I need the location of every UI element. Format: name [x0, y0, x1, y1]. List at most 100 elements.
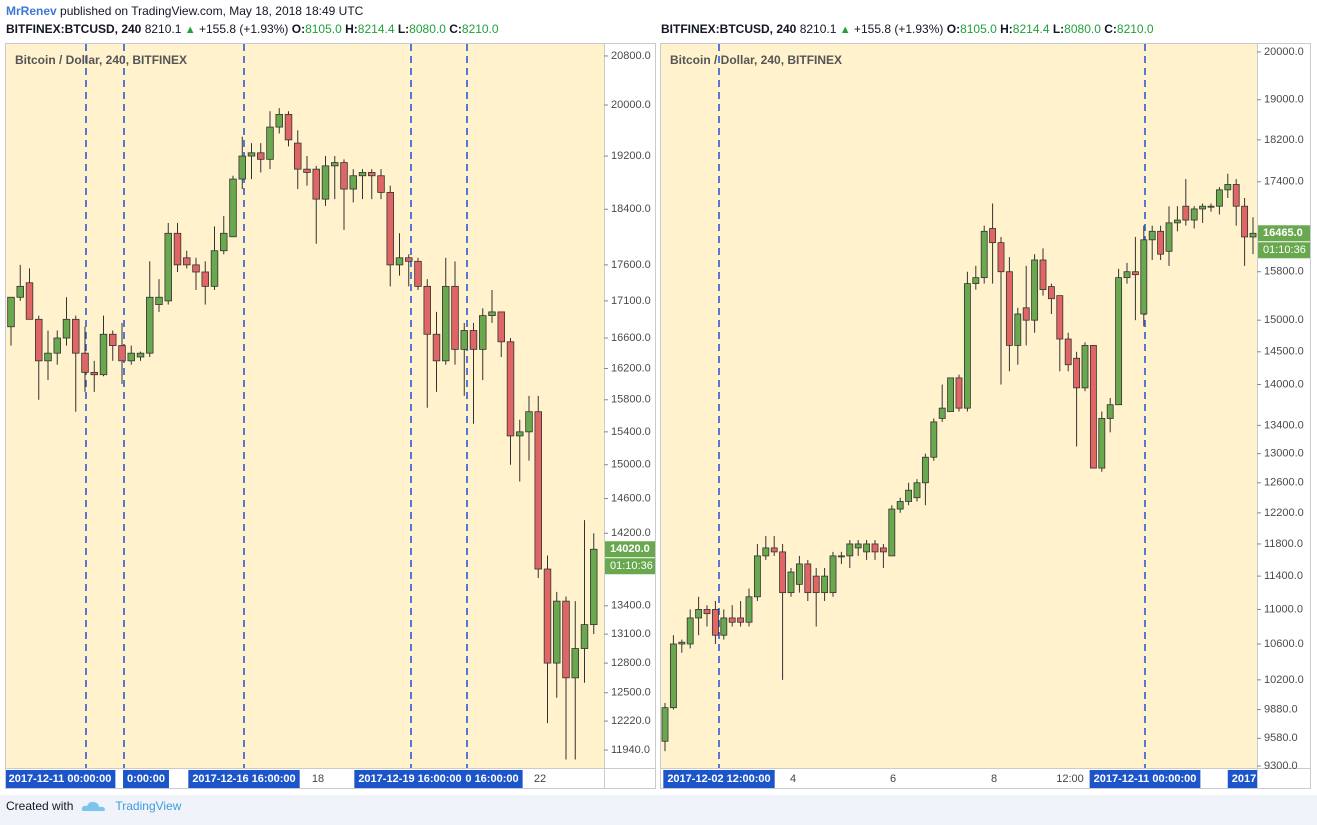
- x-label-highlight: [1227, 770, 1257, 788]
- author[interactable]: MrRenev: [6, 4, 57, 18]
- candle-body: [238, 155, 246, 180]
- candle-body: [127, 352, 135, 362]
- candle-body: [963, 283, 971, 409]
- candle-body: [90, 371, 98, 376]
- candle-body: [553, 600, 561, 664]
- candle-body: [947, 377, 955, 412]
- candle-body: [358, 172, 367, 177]
- change: +155.8 (+1.93%): [198, 22, 289, 36]
- candle-body: [1073, 357, 1081, 389]
- candle-body: [257, 152, 265, 160]
- candle-body: [1232, 184, 1240, 207]
- candle-body: [118, 345, 126, 362]
- y-tick-label: 20000.0: [1264, 46, 1304, 58]
- up-arrow: ▲: [839, 24, 851, 36]
- last-value: 8210.1: [799, 22, 837, 36]
- change: +155.8 (+1.93%): [853, 22, 944, 36]
- candle-body: [1098, 418, 1106, 469]
- x-tick-label: 18: [312, 773, 324, 785]
- candle-body: [938, 407, 946, 419]
- candle-body: [678, 641, 686, 645]
- x-label-highlight: [663, 770, 775, 788]
- symbol-header: BITFINEX:BTCUSD, 240 8210.1 ▲ +155.8 (+1…: [6, 22, 499, 36]
- candle-body: [854, 543, 862, 549]
- candle-body: [1148, 230, 1156, 241]
- candle-body: [913, 482, 921, 499]
- y-tick-label: 14600.0: [611, 492, 651, 504]
- y-tick-label: 10600.0: [1264, 638, 1304, 650]
- chart-title: Bitcoin / Dollar, 240, BITFINEX: [670, 53, 842, 67]
- candle-body: [414, 260, 422, 287]
- candle-body: [469, 330, 478, 350]
- candle-body: [155, 296, 163, 305]
- candle-body: [442, 285, 450, 362]
- candle-body: [896, 501, 904, 510]
- candle-body: [395, 257, 404, 266]
- countdown: 01:10:36: [1263, 244, 1306, 256]
- candle-body: [829, 555, 837, 594]
- y-tick-label: 9300.0: [1264, 760, 1298, 772]
- symbol: BITFINEX:BTCUSD, 240: [661, 22, 797, 36]
- candle-body: [1039, 259, 1047, 291]
- x-tick-label: 2017-12-19 16:00:00: [358, 773, 461, 785]
- candle-body: [1199, 205, 1207, 210]
- footer: Created with TradingView: [6, 799, 181, 813]
- y-tick-label: 10200.0: [1264, 674, 1304, 686]
- candle-body: [590, 548, 598, 626]
- last-price-box: [1258, 225, 1310, 242]
- candle-body: [661, 707, 669, 742]
- candle-body: [571, 648, 579, 679]
- candle-body: [543, 568, 552, 664]
- ohlc-key: H:: [1000, 22, 1013, 36]
- candle-body: [1056, 295, 1064, 340]
- candle-body: [303, 168, 311, 173]
- x-tick-label: 8: [991, 773, 997, 785]
- y-tick-label: 19200.0: [611, 150, 651, 162]
- brand[interactable]: TradingView: [115, 799, 182, 813]
- candle-body: [340, 162, 348, 190]
- candle-body: [812, 575, 820, 594]
- candle-body: [312, 168, 320, 200]
- candle-body: [863, 543, 871, 553]
- candle-body: [53, 337, 61, 354]
- x-tick-label: 0 16:00:00: [465, 773, 518, 785]
- candle-body: [386, 192, 394, 266]
- candle-body: [35, 318, 43, 362]
- x-label-highlight: [188, 770, 300, 788]
- candle-body: [1140, 239, 1148, 315]
- candle-body: [997, 242, 1005, 273]
- x-tick-label: 12:00: [1056, 773, 1084, 785]
- candle-body: [1173, 219, 1181, 224]
- plot: [7, 44, 598, 768]
- y-tick-label: 17600.0: [611, 259, 651, 271]
- candle-body: [905, 489, 913, 502]
- candle-body: [62, 318, 71, 339]
- candle-body: [1106, 404, 1114, 419]
- candle-body: [695, 609, 703, 619]
- candle-body: [1005, 271, 1013, 346]
- candle-body: [930, 421, 938, 458]
- x-tick-label: 2017-12-02 12:00:00: [667, 773, 770, 785]
- candle-body: [451, 285, 459, 350]
- candle-body: [1190, 208, 1198, 221]
- y-tick-label: 13400.0: [1264, 419, 1304, 431]
- countdown-box: [1258, 242, 1310, 259]
- symbol-header: BITFINEX:BTCUSD, 240 8210.1 ▲ +155.8 (+1…: [661, 22, 1154, 36]
- candle-body: [349, 175, 357, 190]
- candle-body: [1207, 205, 1215, 208]
- x-label-highlight: [461, 770, 523, 788]
- ohlc-key: L:: [397, 22, 410, 36]
- candle-body: [220, 232, 228, 252]
- y-tick-label: 11400.0: [1264, 570, 1303, 582]
- candle-body: [423, 285, 431, 335]
- candle-body: [804, 563, 812, 594]
- x-tick-label: 2017-12-11 00:00:00: [1094, 773, 1197, 785]
- candle-body: [331, 162, 339, 167]
- y-tick-label: 12600.0: [1264, 477, 1304, 489]
- candle-body: [1241, 205, 1249, 238]
- candle-body: [479, 315, 487, 350]
- candle-body: [368, 172, 376, 177]
- y-tick-label: 9580.0: [1264, 732, 1298, 744]
- ohlc-value: 8214.4: [357, 22, 395, 36]
- candle-body: [432, 333, 441, 362]
